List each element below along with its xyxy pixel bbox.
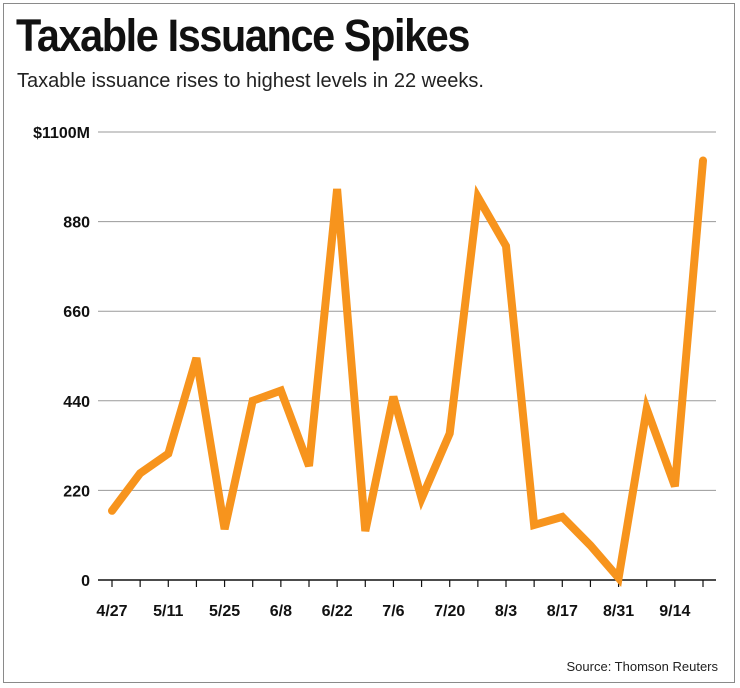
source-note: Source: Thomson Reuters xyxy=(566,659,719,674)
y-tick-label: $1100M xyxy=(33,125,90,142)
chart-subtitle: Taxable issuance rises to highest levels… xyxy=(17,70,484,92)
series-line xyxy=(108,156,707,588)
x-tick-label: 8/3 xyxy=(495,603,517,620)
x-tick-label: 7/20 xyxy=(434,603,465,620)
x-tick-label: 7/6 xyxy=(382,603,404,620)
chart-title: Taxable Issuance Spikes xyxy=(16,10,470,61)
y-tick-label: 0 xyxy=(81,573,90,590)
x-tick-label: 6/8 xyxy=(270,603,292,620)
y-tick-label: 220 xyxy=(63,483,90,500)
x-tick-label: 4/27 xyxy=(96,603,127,620)
y-tick-label: 660 xyxy=(63,304,90,321)
x-tick-label: 6/22 xyxy=(322,603,353,620)
x-tick-label: 8/31 xyxy=(603,603,634,620)
y-tick-label: 880 xyxy=(63,215,90,232)
x-tick-label: 9/14 xyxy=(659,603,690,620)
x-tick-label: 5/11 xyxy=(153,603,183,620)
y-tick-label: 440 xyxy=(63,394,90,411)
x-tick-label: 8/17 xyxy=(547,603,578,620)
x-tick-label: 5/25 xyxy=(209,603,240,620)
